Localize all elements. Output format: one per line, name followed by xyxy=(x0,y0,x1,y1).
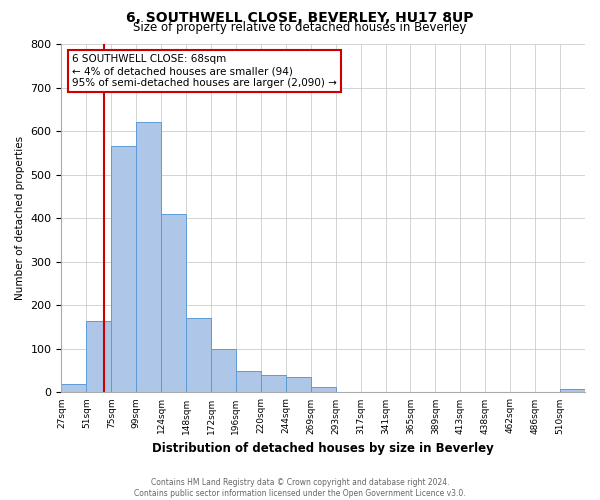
Text: Contains HM Land Registry data © Crown copyright and database right 2024.
Contai: Contains HM Land Registry data © Crown c… xyxy=(134,478,466,498)
Bar xyxy=(560,389,585,392)
Bar xyxy=(261,375,286,392)
Bar xyxy=(111,146,136,392)
Bar xyxy=(311,387,335,392)
Bar xyxy=(161,214,186,392)
Bar xyxy=(211,349,236,393)
Text: Size of property relative to detached houses in Beverley: Size of property relative to detached ho… xyxy=(133,22,467,35)
Bar xyxy=(286,377,311,392)
Bar xyxy=(136,122,161,392)
Text: 6 SOUTHWELL CLOSE: 68sqm
← 4% of detached houses are smaller (94)
95% of semi-de: 6 SOUTHWELL CLOSE: 68sqm ← 4% of detache… xyxy=(72,54,337,88)
Bar xyxy=(61,384,86,392)
Y-axis label: Number of detached properties: Number of detached properties xyxy=(15,136,25,300)
Bar xyxy=(86,320,111,392)
Bar xyxy=(236,370,261,392)
X-axis label: Distribution of detached houses by size in Beverley: Distribution of detached houses by size … xyxy=(152,442,494,455)
Text: 6, SOUTHWELL CLOSE, BEVERLEY, HU17 8UP: 6, SOUTHWELL CLOSE, BEVERLEY, HU17 8UP xyxy=(126,11,474,25)
Bar xyxy=(186,318,211,392)
